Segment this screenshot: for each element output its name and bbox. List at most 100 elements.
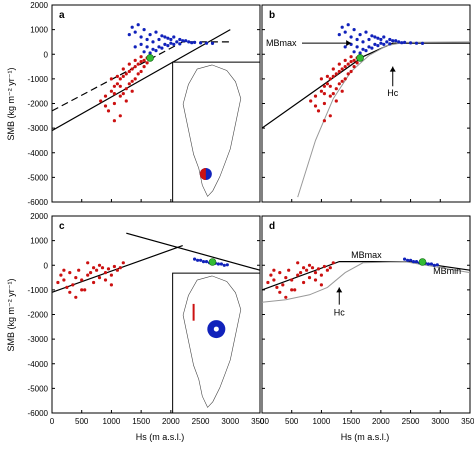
data-point-blue — [358, 33, 362, 37]
y-tick-label: 2000 — [30, 212, 48, 221]
y-tick-label: -6000 — [28, 409, 49, 418]
data-point-red — [343, 65, 347, 69]
data-point-red — [278, 271, 282, 275]
x-tick-label: 500 — [285, 417, 299, 426]
panel-b: b MBmax Hc — [261, 4, 471, 203]
series-line — [51, 29, 231, 132]
data-point-blue — [187, 40, 191, 44]
data-point-blue — [394, 39, 398, 43]
panel-letter: c — [59, 221, 65, 232]
data-point-red — [109, 77, 113, 81]
data-point-red — [124, 99, 128, 103]
data-point-blue — [346, 23, 350, 27]
data-point-green — [146, 54, 154, 62]
data-point-red — [106, 267, 111, 271]
data-point-red — [307, 263, 312, 267]
data-point-blue — [178, 42, 182, 46]
data-point-blue — [409, 258, 413, 262]
data-point-red — [316, 267, 321, 271]
x-tick-label: 0 — [50, 417, 55, 426]
data-point-blue — [172, 35, 176, 39]
y-tick-label: -3000 — [28, 124, 49, 133]
data-point-blue — [154, 30, 158, 34]
annotation-mbmax: MBmax — [266, 38, 297, 48]
inset-map-coastline — [182, 64, 242, 197]
data-point-red — [352, 58, 356, 63]
series-line — [126, 232, 261, 271]
x-tick-label: 2500 — [402, 417, 420, 426]
data-point-red — [337, 62, 341, 66]
data-point-green — [356, 54, 364, 62]
data-point-red — [352, 65, 356, 69]
data-point-blue — [435, 263, 439, 267]
data-point-blue — [361, 47, 365, 51]
data-point-red — [103, 94, 108, 98]
data-point-blue — [166, 36, 170, 40]
data-point-red — [139, 60, 143, 64]
data-point-blue — [397, 40, 401, 44]
series-line — [261, 261, 471, 303]
annotation-hc: Hc — [387, 88, 398, 98]
data-point-red — [124, 87, 128, 91]
data-point-blue — [388, 42, 392, 46]
x-tick-label: 500 — [75, 417, 89, 426]
data-point-red — [307, 276, 312, 280]
y-tick-label: -4000 — [28, 360, 49, 369]
data-point-blue — [151, 47, 155, 51]
data-point-red — [86, 261, 90, 265]
data-point-blue — [337, 33, 341, 37]
data-point-blue — [414, 41, 419, 45]
data-point-blue — [414, 260, 419, 264]
data-point-red — [322, 92, 326, 96]
data-point-blue — [163, 42, 167, 47]
data-point-red — [118, 94, 122, 98]
data-point-red — [328, 84, 332, 88]
data-point-red — [83, 288, 87, 292]
data-point-blue — [385, 40, 389, 44]
inset-site-marker-center — [213, 326, 219, 332]
data-point-red — [331, 261, 335, 265]
data-point-red — [103, 271, 108, 275]
data-point-red — [322, 264, 326, 269]
y-tick-label: -6000 — [28, 198, 49, 207]
data-point-red — [340, 67, 344, 71]
data-point-red — [124, 72, 128, 76]
annotation-mbmin: MBmin — [433, 266, 461, 276]
x-tick-label: 2000 — [372, 417, 390, 426]
data-point-blue — [139, 35, 143, 39]
data-point-blue — [411, 260, 416, 264]
data-point-blue — [130, 25, 134, 29]
data-point-red — [71, 283, 75, 287]
data-point-red — [133, 65, 137, 69]
data-point-red — [121, 261, 125, 265]
data-point-red — [319, 77, 323, 81]
data-point-red — [346, 72, 350, 76]
data-point-red — [328, 94, 332, 98]
y-tick-label: 0 — [44, 50, 49, 59]
data-point-red — [319, 273, 323, 277]
data-point-red — [355, 61, 359, 65]
data-point-blue — [379, 41, 383, 45]
data-point-red — [331, 67, 335, 71]
data-point-red — [325, 74, 329, 78]
data-point-red — [290, 278, 294, 282]
data-point-red — [112, 92, 116, 96]
data-point-blue — [157, 37, 161, 42]
data-point-blue — [376, 44, 380, 48]
data-point-blue — [406, 258, 410, 262]
data-point-blue — [190, 41, 194, 45]
data-point-red — [328, 114, 332, 118]
data-point-blue — [151, 40, 155, 44]
annotation-mbmax: MBmax — [351, 250, 382, 260]
data-point-red — [100, 266, 105, 270]
annotation-hc: Hc — [334, 308, 345, 318]
x-tick-label: 2000 — [162, 417, 180, 426]
data-point-blue — [358, 51, 362, 55]
data-point-red — [130, 67, 134, 71]
data-point-red — [97, 276, 102, 280]
data-point-red — [115, 74, 119, 78]
y-tick-label: 1000 — [30, 237, 48, 246]
panel-d-frame — [261, 215, 471, 414]
data-point-red — [121, 67, 125, 71]
data-point-red — [313, 104, 318, 108]
